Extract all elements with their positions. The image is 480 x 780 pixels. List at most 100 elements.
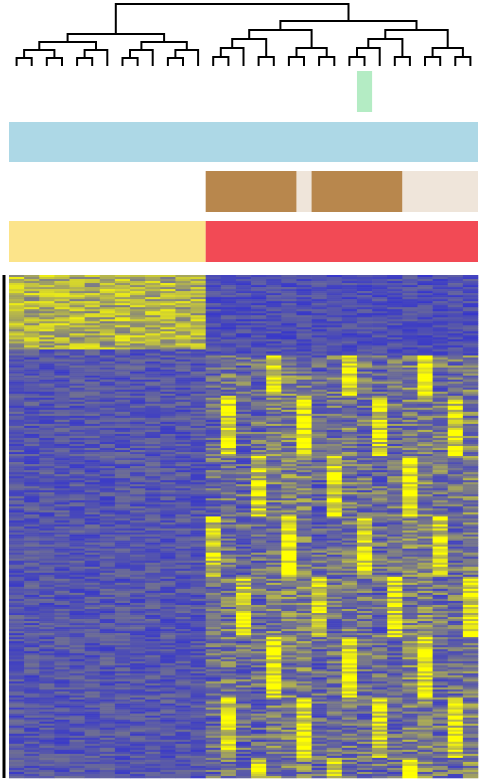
heatmap-cell — [190, 458, 206, 461]
heatmap-cell — [54, 526, 70, 529]
heatmap-cell — [205, 299, 222, 302]
heatmap-cell — [54, 474, 70, 477]
heatmap-cell — [281, 472, 297, 475]
heatmap-cell — [387, 518, 403, 521]
heatmap-cell — [462, 590, 479, 594]
heatmap-cell — [99, 578, 116, 582]
heatmap-cell — [341, 570, 358, 574]
heatmap-cell — [432, 417, 449, 421]
heatmap-cell — [417, 508, 433, 511]
heatmap-cell — [341, 367, 358, 370]
heatmap-cell — [311, 574, 328, 578]
heatmap-cell — [205, 401, 222, 405]
heatmap-cell — [114, 393, 131, 397]
heatmap-cell — [356, 556, 373, 559]
heatmap-cell — [160, 425, 176, 429]
heatmap-cell — [160, 442, 176, 445]
heatmap-cell — [372, 530, 388, 533]
heatmap-cell — [99, 562, 116, 566]
heatmap-cell — [266, 466, 282, 469]
heatmap-cell — [462, 496, 479, 499]
heatmap-cell — [9, 429, 25, 433]
heatmap-cell — [417, 476, 433, 479]
heatmap-cell — [24, 433, 40, 437]
heatmap-cell — [266, 590, 282, 594]
heatmap-cell — [235, 437, 252, 441]
heatmap-cell — [341, 419, 358, 423]
heatmap-cell — [281, 444, 297, 447]
annotation-segment — [9, 221, 206, 262]
heatmap-cell — [220, 544, 237, 547]
heatmap-cell — [341, 315, 358, 318]
heatmap-cell — [372, 564, 388, 568]
heatmap-cell — [235, 582, 252, 586]
heatmap-cell — [9, 365, 25, 368]
heatmap-cell — [447, 381, 464, 384]
heatmap-cell — [311, 337, 328, 340]
heatmap-cell — [145, 411, 161, 415]
heatmap-cell — [160, 564, 176, 568]
heatmap-cell — [462, 452, 479, 455]
heatmap-cell — [54, 359, 70, 362]
heatmap-cell — [130, 355, 146, 358]
heatmap-cell — [84, 411, 101, 415]
heatmap-cell — [266, 391, 282, 395]
heatmap-cell — [281, 522, 297, 525]
heatmap-cell — [114, 560, 131, 564]
heatmap-cell — [326, 552, 343, 555]
heatmap-cell — [9, 369, 25, 372]
heatmap-cell — [220, 456, 237, 459]
heatmap-cell — [175, 552, 191, 555]
heatmap-cell — [130, 337, 146, 340]
heatmap-cell — [266, 452, 282, 455]
heatmap-cell — [447, 538, 464, 541]
heatmap-cell — [251, 397, 267, 401]
heatmap-cell — [432, 393, 449, 397]
heatmap-cell — [402, 437, 418, 441]
heatmap-cell — [84, 552, 101, 555]
heatmap-cell — [432, 528, 449, 531]
heatmap-cell — [417, 351, 433, 354]
heatmap-cell — [69, 329, 85, 332]
heatmap-cell — [311, 566, 328, 570]
heatmap-cell — [281, 429, 297, 433]
heatmap-cell — [417, 281, 433, 284]
heatmap-cell — [447, 435, 464, 439]
heatmap-cell — [160, 417, 176, 421]
heatmap-cell — [69, 500, 85, 503]
heatmap-cell — [432, 331, 449, 334]
heatmap-cell — [160, 439, 176, 443]
heatmap-cell — [24, 526, 40, 529]
heatmap-cell — [190, 536, 206, 539]
heatmap-cell — [114, 287, 131, 290]
heatmap-cell — [39, 496, 55, 499]
heatmap-cell — [39, 478, 55, 481]
heatmap-cell — [462, 458, 479, 461]
heatmap-cell — [251, 287, 267, 290]
heatmap-cell — [9, 520, 25, 523]
heatmap-cell — [311, 299, 328, 302]
heatmap-cell — [220, 442, 237, 445]
heatmap-cell — [9, 325, 25, 328]
heatmap-cell — [326, 590, 343, 594]
heatmap-cell — [205, 329, 222, 332]
heatmap-cell — [326, 578, 343, 582]
heatmap-cell — [160, 550, 176, 553]
heatmap-cell — [311, 297, 328, 300]
heatmap-cell — [84, 524, 101, 527]
heatmap-cell — [432, 588, 449, 592]
heatmap-cell — [130, 429, 146, 433]
heatmap-cell — [130, 466, 146, 469]
heatmap-cell — [326, 588, 343, 592]
heatmap-cell — [447, 387, 464, 390]
heatmap-cell — [220, 309, 237, 312]
heatmap-cell — [39, 291, 55, 294]
heatmap-cell — [235, 421, 252, 425]
heatmap-cell — [326, 411, 343, 415]
heatmap-cell — [251, 514, 267, 517]
heatmap-cell — [296, 456, 312, 459]
heatmap-cell — [417, 331, 433, 334]
heatmap-cell — [326, 542, 343, 545]
heatmap-cell — [130, 454, 146, 457]
heatmap-cell — [356, 379, 373, 382]
